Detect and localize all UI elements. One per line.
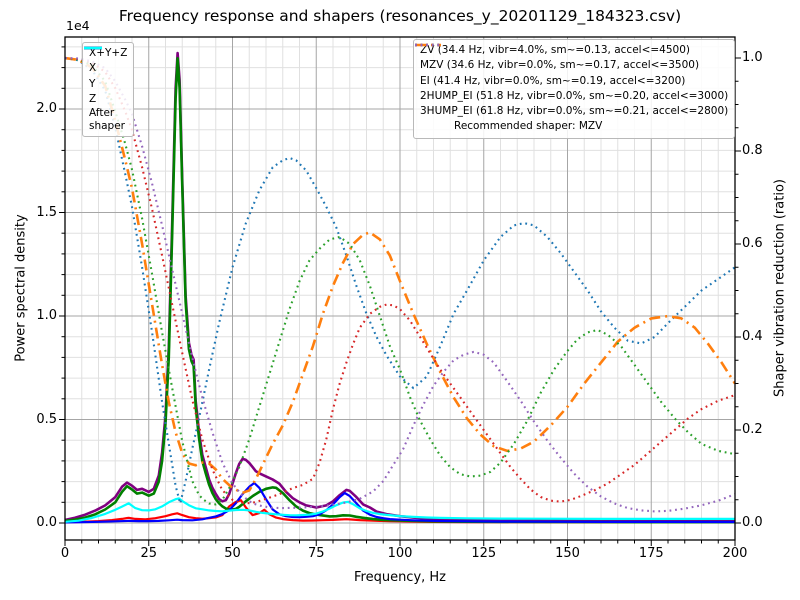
y-axis-left-label: Power spectral density xyxy=(13,214,29,362)
legend-entry-label: MZV (34.6 Hz, vibr=0.0%, sm~=0.17, accel… xyxy=(420,59,700,72)
legend-line-swatch xyxy=(84,46,102,50)
y-axis-right-label: Shaper vibration reduction (ratio) xyxy=(772,179,788,397)
legend-entry-label: Y xyxy=(89,77,96,90)
legend-entry-label: 3HUMP_EI (61.8 Hz, vibr=0.0%, sm~=0.21, … xyxy=(420,105,729,118)
chart-title: Frequency response and shapers (resonanc… xyxy=(118,7,682,25)
y-right-tick-label: 0.4 xyxy=(742,329,763,344)
shaper-legend: ZV (34.4 Hz, vibr=4.0%, sm~=0.13, accel<… xyxy=(413,39,736,139)
y-left-tick-label: 2.0 xyxy=(36,101,57,116)
x-tick-label: 0 xyxy=(60,546,70,561)
x-tick-label: 200 xyxy=(722,546,748,561)
legend-entry-label: 2HUMP_EI (51.8 Hz, vibr=0.0%, sm~=0.20, … xyxy=(420,89,729,102)
psd-legend: X+Y+Z X Y Z After shaper xyxy=(82,42,135,137)
y-right-tick-label: 0.2 xyxy=(742,422,763,437)
y-left-tick-label: 0.0 xyxy=(36,515,57,530)
legend-recommended-shaper-note: Recommended shaper: MZV xyxy=(454,120,603,133)
series-sum-curve xyxy=(65,51,735,523)
series-zv-curve xyxy=(65,56,735,505)
series-mzv-curve xyxy=(65,56,735,495)
legend-entry-label: ZV (34.4 Hz, vibr=4.0%, sm~=0.13, accel<… xyxy=(420,44,690,56)
legend-entry-z: Z xyxy=(84,46,127,107)
y-right-tick-label: 1.0 xyxy=(742,50,763,65)
y-left-tick-label: 1.0 xyxy=(36,308,57,323)
x-tick-label: 75 xyxy=(307,546,325,561)
legend-entry-3hump_ei: 3HUMP_EI (61.8 Hz, vibr=0.0%, sm~=0.21, … xyxy=(415,43,729,119)
y-right-tick-label: 0.6 xyxy=(742,236,763,251)
legend-entry-ei: EI (41.4 Hz, vibr=0.0%, sm~=0.19, accel<… xyxy=(415,43,728,89)
legend-line-swatch xyxy=(415,43,441,47)
series-after_shaper-curve xyxy=(65,497,735,523)
y-axis-offset-text: 1e4 xyxy=(66,18,90,33)
x-tick-label: 100 xyxy=(387,546,413,561)
series-z-curve xyxy=(65,481,735,524)
legend-entry-label: After shaper xyxy=(89,107,126,132)
legend-entry-y: Y xyxy=(84,46,127,92)
x-tick-label: 125 xyxy=(471,546,497,561)
y-right-tick-label: 0.0 xyxy=(742,515,763,530)
legend-entry-zv: ZV (34.4 Hz, vibr=4.0%, sm~=0.13, accel<… xyxy=(415,43,728,58)
x-tick-label: 50 xyxy=(224,546,241,561)
series-y-curve xyxy=(65,57,735,524)
legend-line-swatch xyxy=(415,43,441,47)
legend-entry-after-shaper: After shaper xyxy=(84,46,127,133)
y-left-tick-label: 0.5 xyxy=(36,411,57,427)
legend-entry-label: EI (41.4 Hz, vibr=0.0%, sm~=0.19, accel<… xyxy=(420,74,686,87)
legend-entry-label: X+Y+Z xyxy=(89,47,128,59)
legend-entry-label: Z xyxy=(89,92,97,105)
series-three_hump_ei-curve xyxy=(65,56,735,513)
x-tick-label: 150 xyxy=(555,546,580,561)
legend-entry-mzv: MZV (34.6 Hz, vibr=0.0%, sm~=0.17, accel… xyxy=(415,43,728,73)
legend-entry-label: X xyxy=(89,62,97,75)
x-axis-label: Frequency, Hz xyxy=(353,570,447,585)
x-tick-label: 175 xyxy=(638,546,664,561)
legend-entry-2hump_ei: 2HUMP_EI (51.8 Hz, vibr=0.0%, sm~=0.20, … xyxy=(415,43,729,104)
x-tick-label: 25 xyxy=(140,546,158,561)
legend-entry-x: X xyxy=(84,46,127,76)
y-left-tick-label: 1.5 xyxy=(36,204,57,220)
y-right-tick-label: 0.8 xyxy=(742,143,763,158)
